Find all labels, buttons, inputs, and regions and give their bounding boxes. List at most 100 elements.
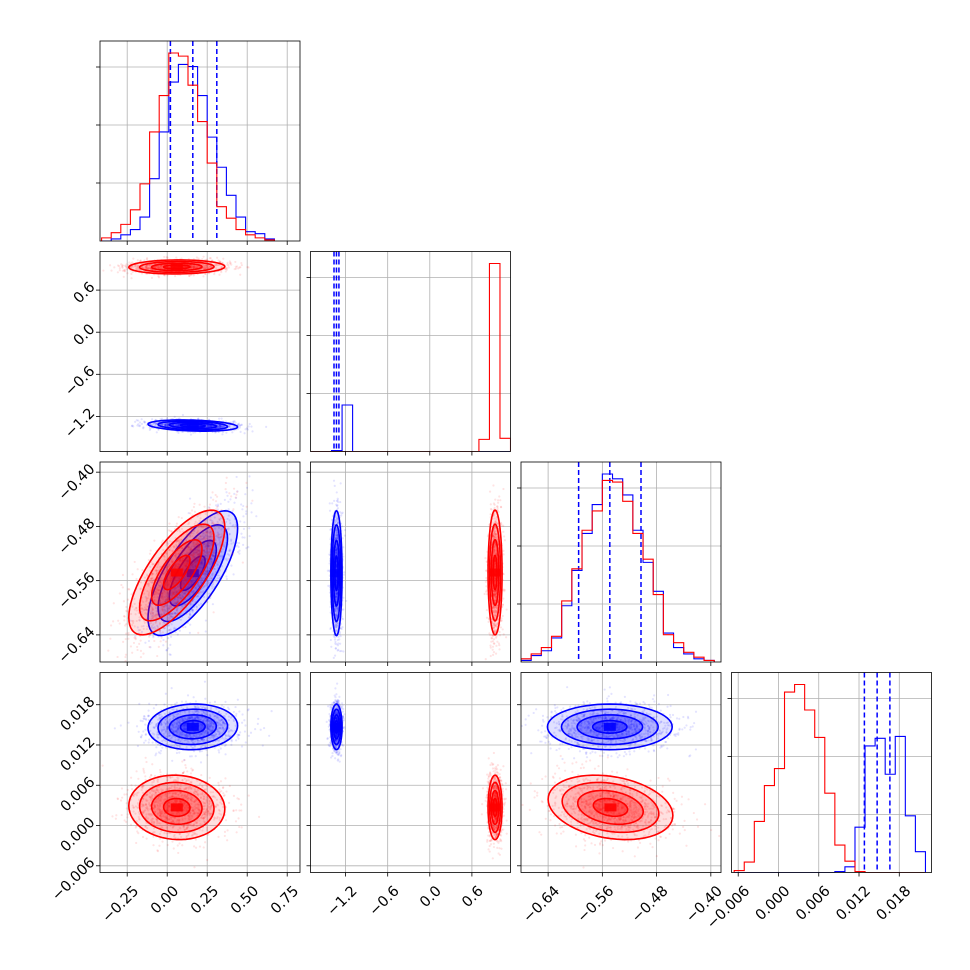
sample-point bbox=[176, 585, 180, 588]
sample-point bbox=[172, 581, 176, 584]
sample-point bbox=[335, 591, 338, 594]
sample-point bbox=[156, 592, 159, 595]
sample-point bbox=[204, 264, 208, 267]
sample-point bbox=[208, 544, 212, 547]
sample-point bbox=[230, 538, 233, 541]
sample-point bbox=[166, 542, 170, 545]
sample-point bbox=[194, 586, 197, 589]
sample-point bbox=[187, 546, 191, 549]
sample-point bbox=[163, 626, 166, 630]
sample-point bbox=[245, 547, 248, 550]
sample-point bbox=[127, 637, 130, 640]
sample-point bbox=[205, 258, 209, 261]
sample-point bbox=[163, 571, 166, 574]
sample-point bbox=[170, 561, 173, 564]
sample-point bbox=[183, 578, 186, 581]
sample-point bbox=[194, 574, 197, 577]
sample-point bbox=[220, 550, 223, 553]
sample-point bbox=[151, 607, 154, 610]
sample-point bbox=[203, 551, 206, 554]
sample-point bbox=[180, 585, 183, 588]
sample-point bbox=[158, 265, 161, 269]
sample-point bbox=[194, 560, 197, 563]
sample-point bbox=[210, 558, 213, 561]
sample-point bbox=[169, 613, 172, 616]
sample-point bbox=[131, 605, 134, 608]
sample-point bbox=[177, 596, 180, 599]
sample-point bbox=[210, 521, 214, 525]
sample-point bbox=[150, 626, 153, 630]
sample-point bbox=[212, 522, 215, 526]
sample-point bbox=[185, 550, 188, 553]
sample-point bbox=[133, 597, 136, 600]
sample-point bbox=[168, 580, 172, 583]
sample-point bbox=[232, 573, 235, 576]
sample-point bbox=[167, 647, 170, 650]
sample-point bbox=[125, 605, 128, 609]
sample-point bbox=[201, 578, 204, 581]
sample-point bbox=[336, 553, 339, 556]
sample-point bbox=[120, 265, 124, 268]
sample-point bbox=[211, 573, 214, 576]
sample-point bbox=[135, 607, 138, 610]
sample-point bbox=[208, 265, 211, 268]
sample-point bbox=[157, 276, 161, 279]
sample-point bbox=[161, 609, 164, 612]
sample-point bbox=[185, 552, 188, 555]
sample-point bbox=[195, 608, 198, 611]
sample-point bbox=[192, 554, 195, 558]
sample-point bbox=[208, 541, 211, 545]
sample-point bbox=[194, 266, 197, 269]
sample-point bbox=[211, 587, 214, 590]
sample-point bbox=[204, 630, 207, 633]
histogram-series-1 bbox=[310, 404, 511, 452]
sample-point bbox=[145, 267, 148, 270]
sample-point bbox=[178, 560, 181, 563]
sample-point bbox=[197, 585, 200, 588]
sample-point bbox=[175, 591, 178, 594]
sample-point bbox=[165, 542, 168, 545]
sample-point bbox=[162, 605, 165, 608]
sample-point bbox=[168, 559, 171, 562]
sample-point bbox=[218, 542, 221, 545]
sample-point bbox=[152, 623, 155, 626]
sample-point bbox=[335, 598, 338, 601]
sample-point bbox=[227, 514, 230, 517]
sample-point bbox=[160, 595, 164, 598]
sample-point bbox=[168, 604, 171, 607]
sample-point bbox=[174, 591, 177, 594]
sample-point bbox=[165, 256, 168, 259]
sample-point bbox=[186, 533, 189, 536]
sample-point bbox=[156, 613, 159, 616]
sample-point bbox=[193, 561, 197, 564]
sample-point bbox=[145, 597, 148, 600]
sample-point bbox=[238, 426, 241, 429]
sample-point bbox=[223, 545, 226, 549]
sample-point bbox=[148, 265, 151, 268]
sample-point bbox=[172, 599, 175, 602]
sample-point bbox=[178, 584, 182, 588]
sample-point bbox=[166, 576, 169, 579]
sample-point bbox=[218, 538, 221, 541]
sample-point bbox=[210, 561, 214, 564]
sample-point bbox=[192, 266, 196, 269]
sample-point bbox=[194, 520, 197, 523]
sample-point bbox=[225, 431, 228, 434]
density-peak-0 bbox=[170, 262, 183, 271]
sample-point bbox=[145, 257, 149, 260]
sample-point bbox=[343, 534, 346, 537]
sample-point bbox=[155, 569, 158, 572]
sample-point bbox=[229, 498, 232, 501]
sample-point bbox=[146, 608, 150, 611]
sample-point bbox=[174, 564, 178, 567]
sample-point bbox=[241, 508, 244, 511]
sample-point bbox=[206, 580, 209, 583]
sample-point bbox=[228, 425, 231, 428]
sample-point bbox=[189, 580, 192, 584]
sample-point bbox=[250, 502, 253, 505]
panel-0-0 bbox=[96, 40, 301, 245]
sample-point bbox=[208, 531, 211, 535]
sample-point bbox=[157, 428, 160, 431]
sample-point bbox=[240, 532, 243, 535]
sample-point bbox=[204, 531, 207, 534]
